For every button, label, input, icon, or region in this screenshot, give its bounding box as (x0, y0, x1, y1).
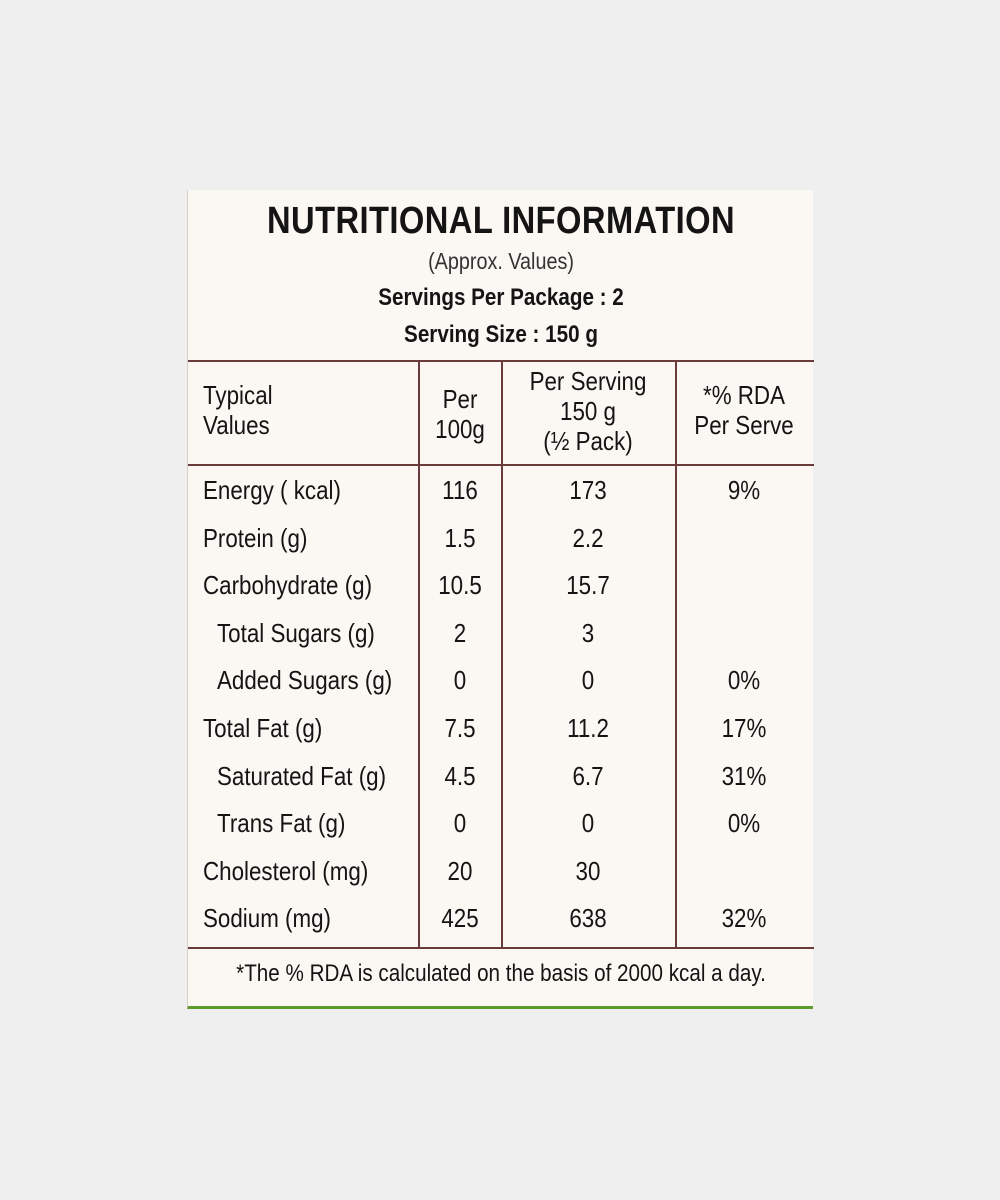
value-per100: 2 (453, 618, 467, 648)
column-divider-2 (501, 360, 503, 949)
value-perServing: 30 (575, 856, 601, 886)
nutrient-name: Protein (g) (203, 523, 308, 553)
column-header-per-serving-line: 150 g (560, 396, 616, 426)
value-rda: 0% (727, 808, 761, 838)
value-perServing: 11.2 (567, 713, 609, 743)
nutrient-name: Saturated Fat (g) (217, 761, 387, 791)
value-per100: 1.5 (444, 523, 476, 553)
column-header-typical-values-line: Values (203, 410, 270, 440)
column-header-rda-line: *% RDA (702, 380, 785, 410)
value-per100: 7.5 (444, 713, 476, 743)
nutrient-name: Sodium (mg) (203, 903, 331, 933)
column-header-per-100g: Per 100g (374, 384, 546, 444)
value-per100: 10.5 (438, 570, 482, 600)
value-per100: 20 (447, 856, 473, 886)
nutrient-name: Total Fat (g) (203, 713, 323, 743)
column-header-rda: *% RDA Per Serve (658, 380, 830, 440)
value-perServing: 0 (581, 665, 595, 695)
column-header-per-100g-line: Per (442, 384, 478, 414)
label-subtitle: (Approx. Values) (428, 248, 574, 274)
nutrient-name: Total Sugars (g) (217, 618, 375, 648)
value-rda: 17% (721, 713, 767, 743)
value-perServing: 2.2 (572, 523, 604, 553)
value-rda: 32% (721, 903, 767, 933)
column-divider-1 (418, 360, 420, 949)
column-header-per-serving-line: (½ Pack) (543, 426, 633, 456)
value-per100: 116 (442, 475, 478, 505)
label-header: NUTRITIONAL INFORMATION (Approx. Values)… (188, 190, 814, 361)
value-rda: 0% (727, 665, 761, 695)
nutrient-name: Trans Fat (g) (217, 808, 346, 838)
value-rda: 31% (721, 761, 767, 791)
column-header-typical-values-line: Typical (203, 380, 273, 410)
column-divider-3 (675, 360, 677, 949)
value-perServing: 15.7 (566, 570, 610, 600)
column-header-per-100g-line: 100g (435, 414, 485, 444)
value-perServing: 638 (569, 903, 607, 933)
column-header-typical-values: Typical Values (203, 380, 273, 440)
nutrient-name: Carbohydrate (g) (203, 570, 373, 600)
value-perServing: 0 (581, 808, 595, 838)
nutrient-name: Energy ( kcal) (203, 475, 341, 505)
value-per100: 0 (453, 665, 467, 695)
value-perServing: 6.7 (572, 761, 604, 791)
nutrient-name: Cholesterol (mg) (203, 856, 369, 886)
value-perServing: 173 (569, 475, 607, 505)
value-per100: 425 (441, 903, 479, 933)
column-header-per-serving: Per Serving 150 g (½ Pack) (502, 366, 674, 456)
label-title: NUTRITIONAL INFORMATION (267, 200, 735, 242)
column-header-per-serving-line: Per Serving (529, 366, 647, 396)
serving-size: Serving Size : 150 g (404, 321, 598, 348)
value-per100: 4.5 (444, 761, 476, 791)
value-perServing: 3 (581, 618, 595, 648)
nutrient-name: Added Sugars (g) (217, 665, 393, 695)
nutrition-label: NUTRITIONAL INFORMATION (Approx. Values)… (187, 190, 814, 1009)
column-header-rda-line: Per Serve (694, 410, 794, 440)
value-rda: 9% (727, 475, 761, 505)
rda-footnote: *The % RDA is calculated on the basis of… (236, 960, 766, 987)
value-per100: 0 (453, 808, 467, 838)
servings-per-package: Servings Per Package : 2 (378, 284, 624, 311)
